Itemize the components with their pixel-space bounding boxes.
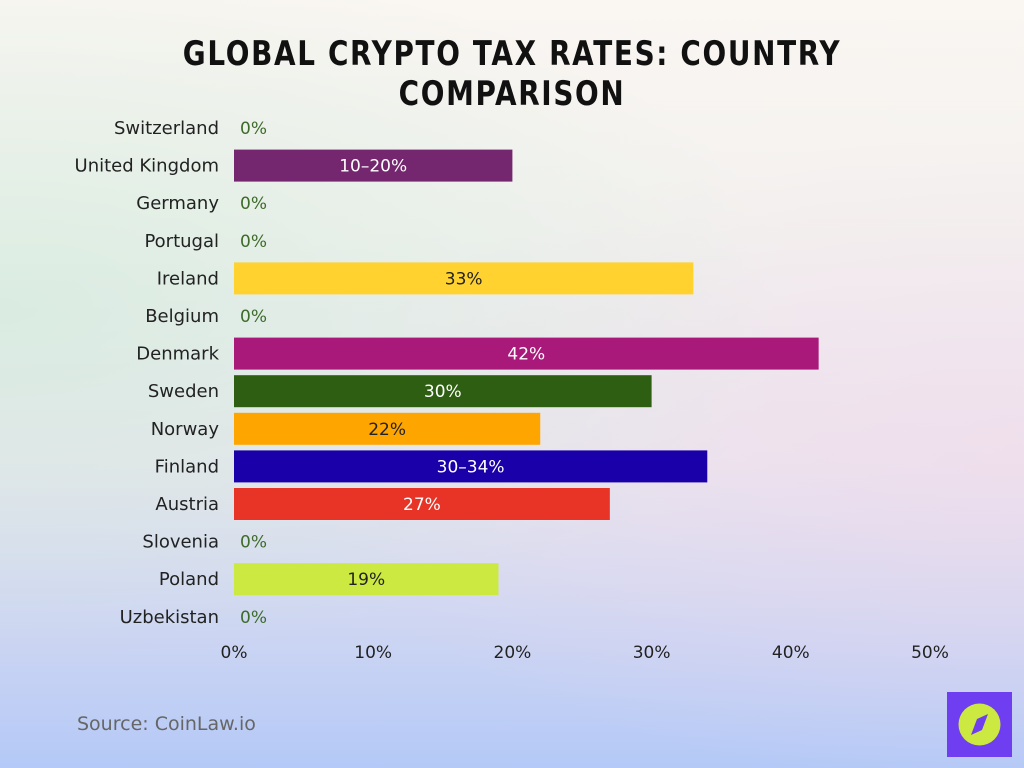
data-label: 0% <box>240 119 267 139</box>
x-tick-label: 30% <box>633 643 671 663</box>
category-label: United Kingdom <box>75 156 219 177</box>
category-label: Switzerland <box>114 118 219 139</box>
category-label: Germany <box>136 193 219 214</box>
data-label: 27% <box>403 495 441 515</box>
x-tick-label: 20% <box>494 643 532 663</box>
category-label: Norway <box>151 419 220 440</box>
category-label: Uzbekistan <box>120 607 219 628</box>
category-label: Austria <box>155 494 219 515</box>
source-note: Source: CoinLaw.io <box>77 713 256 735</box>
category-label: Portugal <box>144 231 219 252</box>
data-label: 0% <box>240 608 267 628</box>
data-label: 33% <box>445 269 483 289</box>
data-label: 22% <box>368 420 406 440</box>
chart-title: Global Crypto Tax Rates: Country Compari… <box>182 34 842 114</box>
category-label: Denmark <box>136 344 219 365</box>
data-label: 0% <box>240 307 267 327</box>
data-label: 30–34% <box>437 457 505 477</box>
data-label: 42% <box>507 345 545 365</box>
bar <box>234 149 513 182</box>
data-label: 0% <box>240 194 267 214</box>
data-label: 0% <box>240 232 267 252</box>
x-tick-label: 40% <box>772 643 810 663</box>
data-label: 10–20% <box>339 157 407 177</box>
x-tick-label: 10% <box>354 643 392 663</box>
category-label: Belgium <box>145 306 219 327</box>
bar <box>234 262 694 295</box>
compass-icon <box>958 703 1001 746</box>
category-label: Ireland <box>157 268 219 289</box>
bar <box>234 375 652 408</box>
bar <box>234 488 610 520</box>
category-label: Sweden <box>148 381 219 402</box>
bar <box>234 563 499 596</box>
x-tick-label: 0% <box>221 643 248 663</box>
bar <box>234 337 819 370</box>
x-tick-label: 50% <box>911 643 949 663</box>
data-label: 0% <box>240 533 267 553</box>
logo <box>947 692 1012 757</box>
bar <box>234 450 708 483</box>
category-label: Finland <box>155 456 219 477</box>
data-label: 19% <box>347 570 385 590</box>
category-label: Poland <box>159 569 219 590</box>
category-label: Slovenia <box>142 532 219 553</box>
data-label: 30% <box>424 382 462 402</box>
bar <box>234 412 541 445</box>
